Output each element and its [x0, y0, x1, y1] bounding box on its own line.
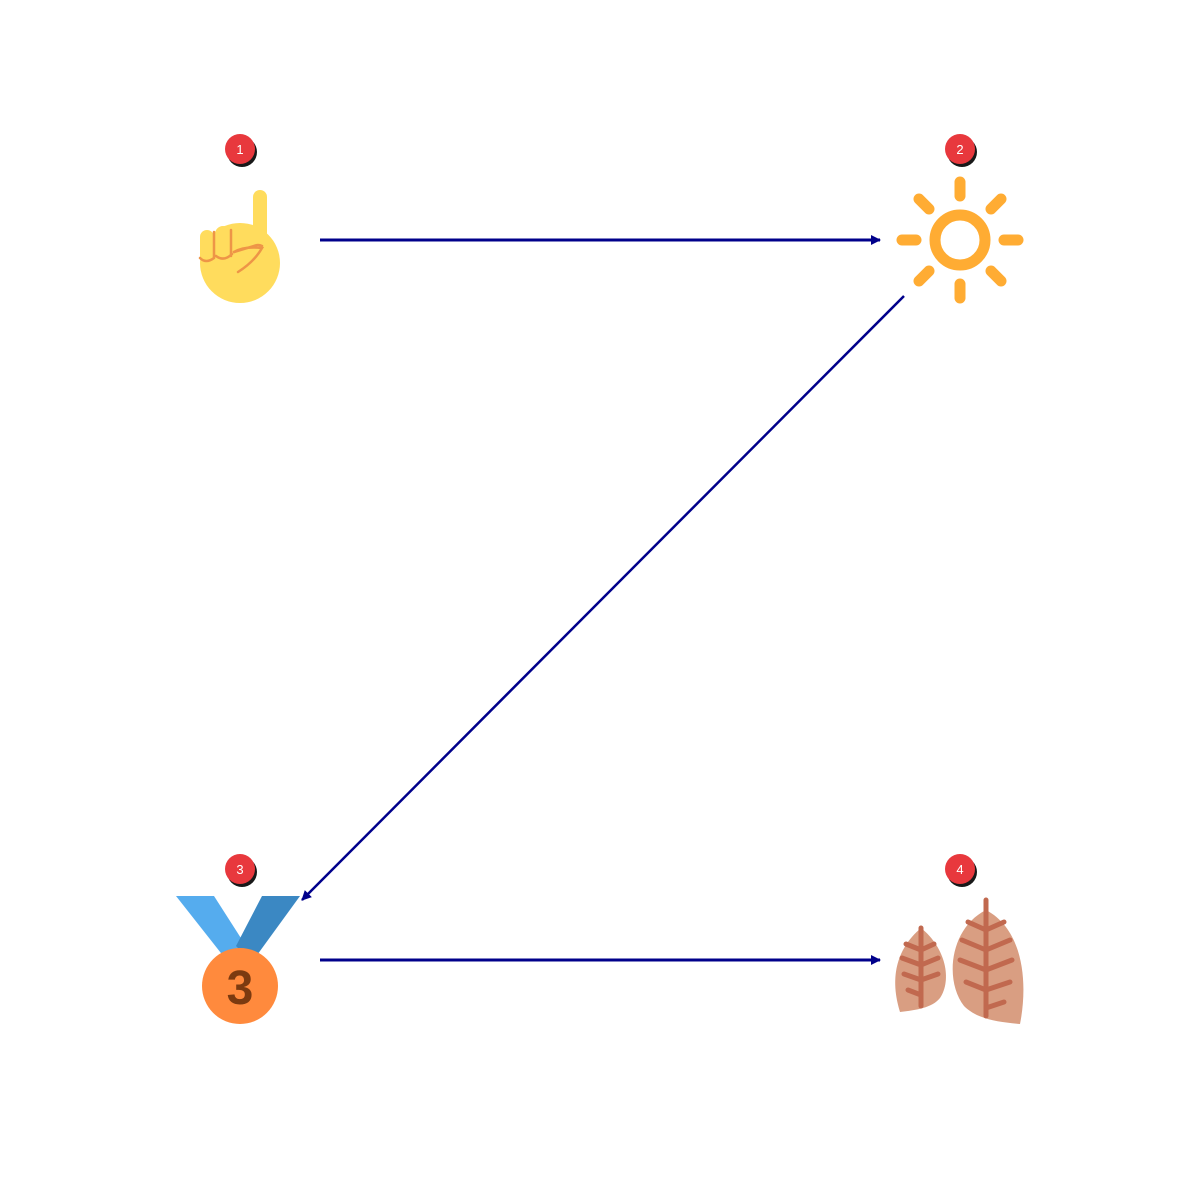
step-number: 2 [956, 142, 963, 157]
arrow-2-to-3 [301, 295, 905, 901]
lungs-icon [895, 897, 1024, 1024]
third-place-medal-icon: 3 [176, 896, 300, 1024]
step-number: 3 [236, 862, 243, 877]
step-badge: 1 [225, 134, 257, 167]
step-badge: 3 [225, 854, 257, 887]
pointing-up-hand-icon [198, 190, 280, 303]
sun-icon [896, 176, 1024, 304]
step-4: 4 [895, 854, 1024, 1024]
step-2: 2 [896, 134, 1024, 304]
svg-text:3: 3 [227, 962, 254, 1015]
step-number: 1 [236, 142, 243, 157]
step-badge: 4 [945, 854, 977, 887]
step-number: 4 [956, 862, 963, 877]
step-1: 1 [198, 134, 280, 303]
step-badge: 2 [945, 134, 977, 167]
step-3: 3 3 [176, 854, 300, 1024]
